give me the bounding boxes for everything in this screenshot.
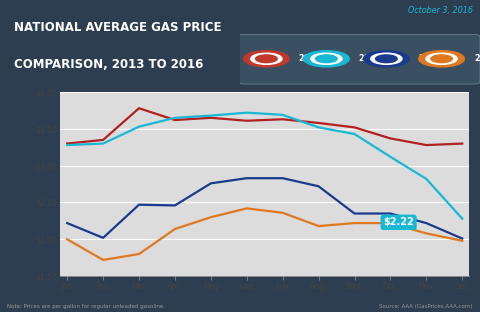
Circle shape	[419, 51, 465, 67]
Text: $2.22: $2.22	[383, 217, 414, 227]
Circle shape	[426, 53, 457, 64]
Circle shape	[375, 55, 397, 63]
Text: October 3, 2016: October 3, 2016	[408, 6, 473, 15]
Text: 2014: 2014	[359, 54, 381, 63]
Text: Source: AAA (GasPrices.AAA.com): Source: AAA (GasPrices.AAA.com)	[379, 304, 473, 309]
Text: 2016: 2016	[474, 54, 480, 63]
Circle shape	[316, 55, 337, 63]
Text: NATIONAL AVERAGE GAS PRICE: NATIONAL AVERAGE GAS PRICE	[14, 21, 222, 34]
Circle shape	[371, 53, 402, 64]
Circle shape	[303, 51, 349, 67]
Circle shape	[243, 51, 289, 67]
Circle shape	[431, 55, 452, 63]
Circle shape	[363, 51, 409, 67]
Circle shape	[255, 55, 277, 63]
Text: 2013: 2013	[299, 54, 321, 63]
Text: Note: Prices are per gallon for regular unleaded gasoline.: Note: Prices are per gallon for regular …	[7, 304, 165, 309]
Text: 2015: 2015	[419, 54, 441, 63]
Circle shape	[251, 53, 282, 64]
FancyBboxPatch shape	[238, 34, 480, 84]
Text: COMPARISON, 2013 TO 2016: COMPARISON, 2013 TO 2016	[14, 58, 204, 71]
Circle shape	[311, 53, 342, 64]
